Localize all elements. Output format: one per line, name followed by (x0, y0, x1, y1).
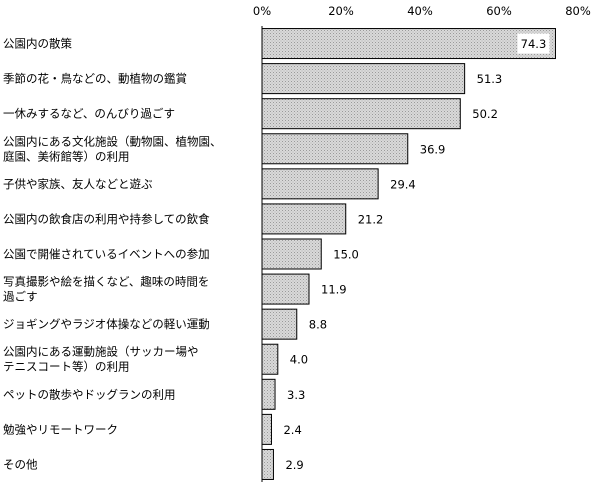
bar (261, 203, 347, 235)
category-label: テニスコート等）の利用 (3, 360, 130, 374)
bar (261, 378, 276, 410)
bar (261, 98, 461, 130)
value-label: 51.3 (477, 72, 503, 86)
category-label: 公園内の飲食店の利用や持参しての飲食 (3, 212, 210, 226)
value-label: 2.9 (285, 458, 303, 472)
value-labels: 74.3 51.3 50.2 36.9 29.4 21.2 15.0 11.9 8.8 4.0 3.… (283, 33, 550, 472)
value-label: 29.4 (390, 177, 416, 191)
category-label: 勉強やリモートワーク (3, 422, 118, 436)
bar (261, 63, 466, 95)
category-label: ペットの散歩やドッグランの利用 (3, 387, 176, 401)
bar (261, 28, 556, 60)
category-label: 過ごす (3, 290, 38, 304)
category-label: ジョギングやラジオ体操などの軽い運動 (3, 317, 210, 331)
category-label: 公園で開催されているイベントへの参加 (3, 247, 210, 261)
value-label: 2.4 (283, 423, 301, 437)
value-label: 74.3 (521, 37, 547, 51)
category-labels: 公園内の散策季節の花・鳥などの、動植物の鑑賞一休みするなど、のんびり過ごす公園内… (3, 37, 222, 472)
value-label-box (517, 33, 550, 54)
bar (261, 273, 310, 305)
category-label: 公園内の散策 (3, 37, 72, 51)
value-label: 36.9 (420, 142, 446, 156)
category-label: 庭園、美術館等）の利用 (3, 149, 130, 163)
category-label: 一休みするなど、のんびり過ごす (3, 107, 175, 121)
bars (261, 28, 556, 480)
value-label: 4.0 (290, 353, 308, 367)
bar (261, 343, 279, 375)
x-tick-label: 60% (486, 4, 512, 18)
category-label: 子供や家族、友人などと遊ぶ (3, 177, 153, 191)
value-label: 8.8 (309, 318, 327, 332)
category-label: その他 (3, 457, 38, 471)
value-label: 50.2 (472, 107, 498, 121)
category-label: 写真撮影や絵を描くなど、趣味の時間を (3, 275, 209, 289)
x-tick-label: 40% (407, 4, 433, 18)
bar (261, 308, 298, 340)
x-tick-label: 0% (253, 4, 271, 18)
x-tick-label: 20% (328, 4, 354, 18)
x-tick-label: 80% (565, 4, 591, 18)
bar (261, 413, 272, 445)
value-label: 3.3 (287, 388, 305, 402)
category-label: 公園内にある運動施設（サッカー場や (3, 345, 199, 359)
bar (261, 448, 274, 480)
value-label: 11.9 (321, 283, 347, 297)
value-label: 15.0 (333, 248, 359, 262)
x-axis-ticks: 0% 20% 40% 60% 80% (253, 4, 591, 18)
bar (261, 168, 379, 200)
value-label: 21.2 (358, 212, 384, 226)
bar (261, 238, 322, 270)
category-label: 季節の花・鳥などの、動植物の鑑賞 (3, 72, 187, 86)
bar (261, 133, 409, 165)
category-label: 公園内にある文化施設（動物園、植物園、 (3, 134, 222, 148)
